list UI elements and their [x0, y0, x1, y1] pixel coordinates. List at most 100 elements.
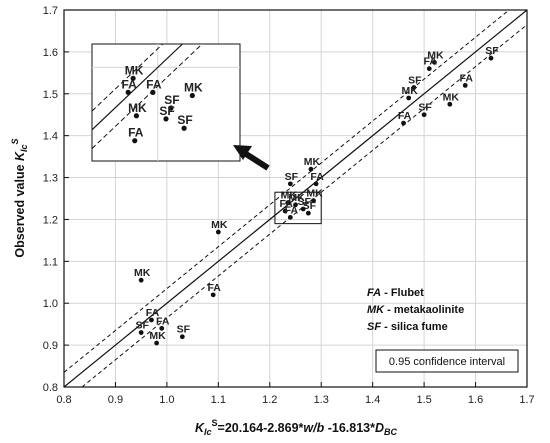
inset-grid [92, 44, 240, 161]
legend-entry-fa: FA - Flubet [367, 287, 424, 299]
y-tick-label: 0.8 [43, 382, 58, 394]
confidence-band [63, 9, 528, 388]
data-point-mk [308, 166, 314, 172]
y-tick-label: 1.3 [43, 173, 58, 185]
data-point-fa [426, 66, 432, 72]
legend-entry-sf: SF - silica fume [367, 321, 448, 333]
inset-point-label-fa: FA [128, 126, 144, 140]
point-label-sf: SF [177, 324, 191, 336]
data-point-sf [138, 330, 144, 335]
confidence-label: 0.95 confidence interval [389, 356, 505, 368]
data-point-sf [411, 85, 417, 90]
inset-point-sf [181, 125, 187, 131]
x-tick-label: 0.8 [56, 394, 71, 406]
point-label-fa: FA [156, 315, 170, 327]
data-point-fa [159, 325, 165, 331]
point-label-mk: MK [134, 267, 151, 279]
y-tick-label: 1.4 [43, 131, 58, 143]
x-tick-label: 1.0 [159, 394, 174, 406]
point-label-fa: FA [207, 282, 221, 294]
inset-point-label-sf: SF [164, 93, 179, 107]
point-label-sf: SF [285, 171, 299, 183]
y-tick-label: 0.9 [43, 340, 58, 352]
data-point-fa [462, 83, 468, 88]
data-point-fa [401, 120, 406, 126]
inset-point-label-mk: MK [125, 63, 144, 77]
point-label-fa: FA [424, 56, 438, 68]
zoom-box [274, 191, 322, 225]
y-tick-label: 1.2 [43, 214, 58, 226]
data-point-sf [305, 210, 311, 216]
point-label-mk: MK [149, 330, 166, 342]
inset-point-sf [168, 105, 174, 111]
data-point-mk [432, 59, 437, 65]
x-axis-title: KIcS=20.164-2.869*w/b -16.813*DBC [195, 418, 398, 437]
data-point-fa [210, 292, 216, 298]
y-tick-label: 1.7 [43, 5, 58, 17]
legend-entry-mk: MK - metakaolinite [367, 304, 464, 316]
data-point-mk [138, 277, 144, 283]
point-label-mk: MK [427, 49, 444, 61]
point-label-sf: SF [408, 74, 422, 86]
point-label-fa: FA [285, 204, 299, 216]
data-point-sf [179, 334, 185, 340]
y-tick-label: 1.6 [43, 47, 58, 59]
y-tick-label: 1.1 [43, 256, 58, 268]
data-point-mk [406, 95, 412, 101]
inset-point-sf [163, 116, 169, 122]
data-point-fa [313, 181, 319, 187]
y-tick-label: 1.5 [43, 89, 58, 101]
x-tick-label: 0.9 [108, 394, 123, 406]
data-point-mk [447, 101, 453, 107]
x-tick-label: 1.1 [211, 394, 226, 406]
inset-point-fa [125, 89, 131, 95]
point-label-mk: MK [402, 85, 419, 97]
fit-line [63, 9, 528, 388]
x-tick-label: 1.7 [519, 394, 534, 406]
confidence-label-box: 0.95 confidence interval [375, 349, 519, 373]
legend: FA - Flubet MK - metakaolinite SF - sili… [367, 287, 464, 333]
point-label-mk: MK [304, 156, 321, 168]
point-label-fa: FA [398, 110, 412, 122]
point-label-mk: MK [443, 91, 460, 103]
inset-fit-line [91, 43, 183, 131]
point-label-fa: FA [146, 307, 160, 319]
inset-point-label-fa: FA [146, 77, 162, 91]
point-label-sf: SF [135, 320, 149, 332]
x-tick-label: 1.6 [468, 394, 483, 406]
x-tick-label: 1.2 [262, 394, 277, 406]
inset-confidence-bound-line [91, 43, 203, 149]
x-tick-label: 1.5 [416, 394, 431, 406]
inset-point-fa [150, 89, 156, 95]
plot-frame [63, 9, 528, 388]
data-point-mk [311, 198, 316, 203]
confidence-bound-line [63, 9, 510, 373]
point-label-mk: MK [306, 188, 323, 200]
point-label-fa: FA [460, 72, 474, 84]
data-point-mk [285, 200, 291, 206]
inset-point-label-fa: FA [122, 77, 138, 91]
inset-point-mk [189, 92, 195, 99]
axis-ticks: 0.8 0.9 1.0 1.1 1.2 1.3 1.4 1.5 1.6 1.7 0.8 0.9 1.0 1… [43, 5, 535, 406]
inset-point-label-sf: SF [159, 104, 174, 118]
data-point-sf [421, 112, 427, 118]
pointer-arrow [233, 145, 270, 171]
inset-background [91, 43, 241, 162]
data-point-fa [282, 208, 288, 214]
x-tick-label: 1.4 [365, 394, 380, 406]
y-axis-title: Observed value KIcS [10, 138, 29, 257]
y-tick-label: 1.0 [43, 298, 58, 310]
confidence-bound-line [81, 24, 528, 388]
inset-point-fa [132, 138, 138, 144]
data-point-mk [154, 340, 160, 346]
data-point-mk [293, 202, 298, 208]
data-point-mk [215, 229, 221, 235]
inset-point-label-sf: SF [177, 113, 192, 127]
inset-point-label-mk: MK [184, 80, 203, 94]
point-label-mk: MK [288, 192, 305, 204]
point-label-sf: SF [485, 45, 499, 57]
